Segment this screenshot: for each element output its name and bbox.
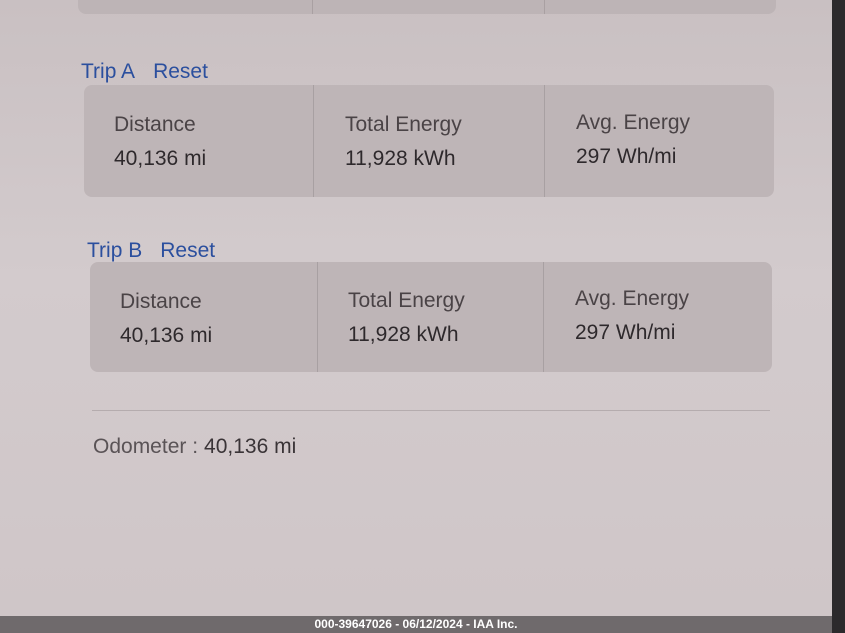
trip-b-reset-button[interactable]: Reset [160, 239, 216, 262]
odometer: Odometer :40,136 mi [93, 435, 296, 459]
stat-label: Avg. Energy [576, 111, 691, 134]
stat-label: Total Energy [345, 113, 462, 136]
stat-value: 297 Wh/mi [575, 321, 676, 344]
divider [312, 0, 313, 14]
trip-b-card: Distance 40,136 mi Total Energy 11,928 kWh… [90, 262, 772, 372]
divider [544, 0, 545, 14]
divider [544, 85, 545, 197]
stat-value: 11,928 kWh [345, 147, 456, 170]
stat-value: 297 Wh/mi [576, 145, 677, 168]
divider [543, 262, 544, 372]
trip-a-header: Trip A Reset [81, 60, 226, 84]
divider [317, 262, 318, 372]
trip-a-reset-button[interactable]: Reset [153, 60, 208, 83]
trip-a-title: Trip A [81, 60, 136, 83]
trip-a-card: Distance 40,136 mi Total Energy 11,928 kWh… [84, 85, 774, 197]
stat-label: Total Energy [348, 289, 465, 312]
trip-b-title: Trip B [87, 239, 143, 262]
separator [92, 410, 770, 411]
stat-label: Distance [114, 113, 196, 136]
odometer-value: 40,136 mi [204, 435, 297, 458]
divider [313, 85, 314, 197]
trips-screen: Trip A Reset Distance 40,136 mi Total Ener… [0, 0, 832, 616]
odometer-label: Odometer : [93, 435, 199, 458]
stat-value: 11,928 kWh [348, 323, 459, 346]
stat-label: Distance [120, 290, 202, 313]
previous-card [78, 0, 776, 14]
stat-value: 40,136 mi [120, 324, 213, 347]
stat-value: 40,136 mi [114, 147, 207, 170]
watermark-bar: 000-39647026 - 06/12/2024 - IAA Inc. [0, 616, 832, 633]
screen-bezel [832, 0, 845, 633]
stat-label: Avg. Energy [575, 287, 690, 310]
trip-b-header: Trip B Reset [87, 239, 233, 263]
